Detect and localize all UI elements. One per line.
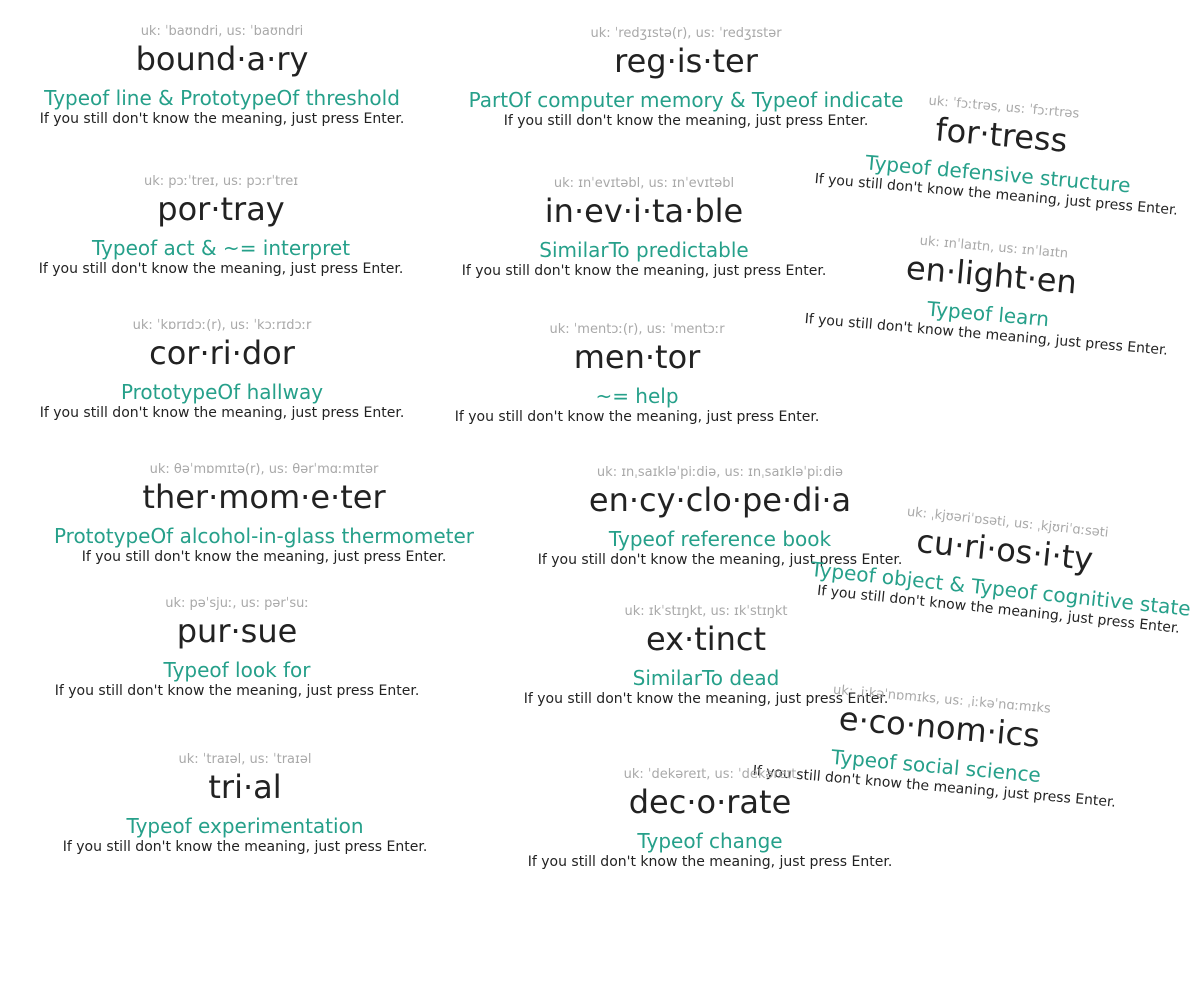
word-card[interactable]: uk: ˈredʒɪstə(r), us: ˈredʒɪstər reg·is·… — [436, 26, 936, 130]
relation-text: Typeof look for — [163, 658, 311, 682]
pronunciation: uk: ˈdekəreɪt, us: ˈdekəreɪt — [623, 767, 797, 782]
headword: in·ev·i·ta·ble — [544, 192, 744, 230]
word-card[interactable]: uk: ˈfɔːtrəs, us: ˈfɔːrtrəs for·tress Ty… — [796, 83, 1200, 221]
pronunciation: uk: ɪkˈstɪŋkt, us: ɪkˈstɪŋkt — [624, 604, 788, 619]
pronunciation: uk: θəˈmɒmɪtə(r), us: θərˈmɑːmɪtər — [149, 462, 379, 477]
relation-text: ~= help — [595, 384, 679, 408]
hint-text: If you still don't know the meaning, jus… — [461, 263, 827, 279]
hint-text: If you still don't know the meaning, jus… — [527, 854, 893, 870]
relation-text: Typeof reference book — [608, 527, 832, 551]
hint-text: If you still don't know the meaning, jus… — [81, 549, 447, 565]
pronunciation: uk: pəˈsjuː, us: pərˈsuː — [165, 596, 309, 611]
hint-text: If you still don't know the meaning, jus… — [62, 839, 428, 855]
hint-text: If you still don't know the meaning, jus… — [503, 113, 869, 129]
headword: reg·is·ter — [614, 42, 758, 80]
pronunciation: uk: pɔːˈtreɪ, us: pɔːrˈtreɪ — [143, 174, 299, 189]
headword: tri·al — [208, 768, 282, 806]
relation-text: SimilarTo predictable — [539, 238, 749, 262]
word-card[interactable]: uk: ɪnˌsaɪkləˈpiːdiə, us: ɪnˌsaɪkləˈpiːd… — [520, 465, 920, 569]
pronunciation: uk: ˈtraɪəl, us: ˈtraɪəl — [178, 752, 312, 767]
word-card[interactable]: uk: pɔːˈtreɪ, us: pɔːrˈtreɪ por·tray Typ… — [21, 174, 421, 278]
word-card[interactable]: uk: ˈbaʊndri, us: ˈbaʊndri bound·a·ry Ty… — [22, 24, 422, 128]
headword: ther·mom·e·ter — [142, 478, 386, 516]
word-card[interactable]: uk: ɪnˈlaɪtn, us: ɪnˈlaɪtn en·light·en T… — [786, 223, 1194, 361]
hint-text: If you still don't know the meaning, jus… — [523, 691, 889, 707]
pronunciation: uk: ˈbaʊndri, us: ˈbaʊndri — [140, 24, 304, 39]
headword: ex·tinct — [645, 620, 767, 658]
hint-text: If you still don't know the meaning, jus… — [54, 683, 420, 699]
headword: bound·a·ry — [135, 40, 309, 78]
relation-text: PrototypeOf alcohol-in-glass thermometer — [53, 524, 475, 548]
pronunciation: uk: ˈkɒrɪdɔː(r), us: ˈkɔːrɪdɔːr — [132, 318, 312, 333]
word-card[interactable]: uk: ˈdekəreɪt, us: ˈdekəreɪt dec·o·rate … — [510, 767, 910, 871]
relation-text: Typeof line & PrototypeOf threshold — [44, 86, 400, 110]
hint-text: If you still don't know the meaning, jus… — [39, 405, 405, 421]
hint-text: If you still don't know the meaning, jus… — [38, 261, 404, 277]
word-card[interactable]: uk: ˈtraɪəl, us: ˈtraɪəl tri·al Typeof e… — [45, 752, 445, 856]
hint-text: If you still don't know the meaning, jus… — [39, 111, 405, 127]
relation-text: SimilarTo dead — [632, 666, 780, 690]
headword: por·tray — [157, 190, 285, 228]
word-card[interactable]: uk: pəˈsjuː, us: pərˈsuː pur·sue Typeof … — [37, 596, 437, 700]
headword: dec·o·rate — [628, 783, 792, 821]
word-card[interactable]: uk: θəˈmɒmɪtə(r), us: θərˈmɑːmɪtər ther·… — [34, 462, 494, 566]
word-card[interactable]: uk: ɪkˈstɪŋkt, us: ɪkˈstɪŋkt ex·tinct Si… — [506, 604, 906, 708]
headword: en·cy·clo·pe·di·a — [588, 481, 852, 519]
relation-text: PrototypeOf hallway — [120, 380, 324, 404]
hint-text: If you still don't know the meaning, jus… — [454, 409, 820, 425]
relation-text: Typeof experimentation — [126, 814, 364, 838]
pronunciation: uk: ɪnˌsaɪkləˈpiːdiə, us: ɪnˌsaɪkləˈpiːd… — [596, 465, 844, 480]
word-card[interactable]: uk: ɪnˈevɪtəbl, us: ɪnˈevɪtəbl in·ev·i·t… — [444, 176, 844, 280]
pronunciation: uk: ˈredʒɪstə(r), us: ˈredʒɪstər — [590, 26, 782, 41]
word-card[interactable]: uk: ˈkɒrɪdɔː(r), us: ˈkɔːrɪdɔːr cor·ri·d… — [22, 318, 422, 422]
relation-text: Typeof change — [637, 829, 783, 853]
word-card[interactable]: uk: ˈmentɔː(r), us: ˈmentɔːr men·tor ~= … — [437, 322, 837, 426]
relation-text: Typeof act & ~= interpret — [91, 236, 351, 260]
pronunciation: uk: ˈmentɔː(r), us: ˈmentɔːr — [549, 322, 725, 337]
headword: cor·ri·dor — [149, 334, 295, 372]
relation-text: PartOf computer memory & Typeof indicate — [468, 88, 904, 112]
hint-text: If you still don't know the meaning, jus… — [537, 552, 903, 568]
headword: men·tor — [573, 338, 701, 376]
headword: pur·sue — [176, 612, 298, 650]
pronunciation: uk: ɪnˈevɪtəbl, us: ɪnˈevɪtəbl — [553, 176, 735, 191]
